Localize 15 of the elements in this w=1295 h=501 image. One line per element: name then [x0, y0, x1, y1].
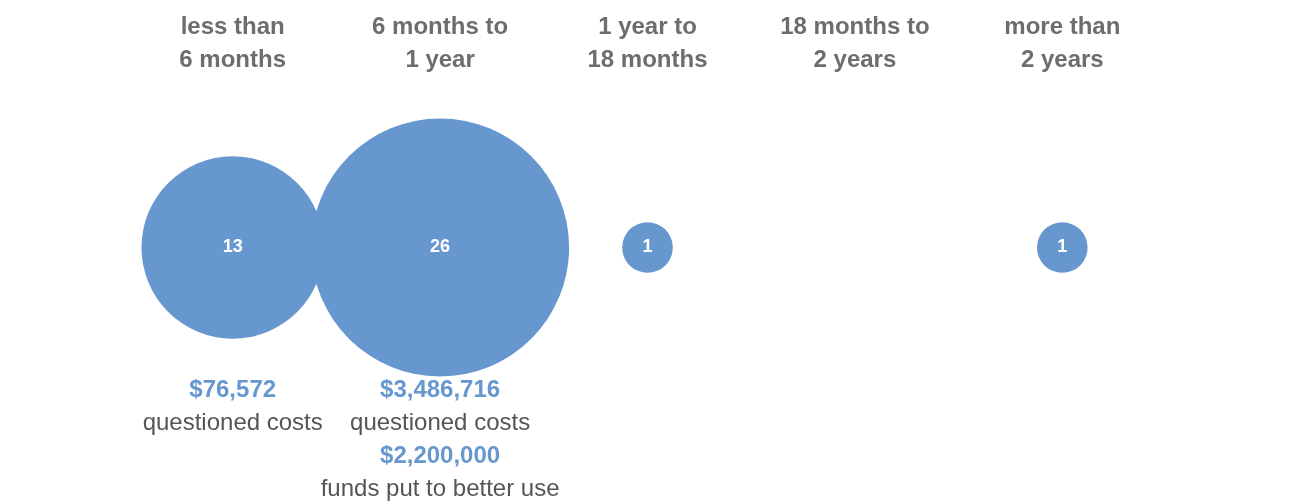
text: funds put to better use: [320, 473, 560, 501]
data-label: 1: [642, 236, 653, 257]
data-label: 13: [222, 236, 243, 257]
data-label: 26: [430, 236, 451, 257]
text: $2,200,000: [380, 440, 501, 468]
category-label: more than 2 years: [1004, 11, 1121, 72]
category-label: 1 year to 18 months: [587, 11, 708, 72]
text: questioned costs: [142, 407, 323, 435]
category-label: 6 months to 1 year: [372, 11, 509, 72]
category-label: less than 6 months: [179, 11, 287, 72]
text: questioned costs: [350, 407, 531, 435]
text: $3,486,716: [380, 374, 501, 402]
category-label: 18 months to 2 years: [780, 11, 930, 72]
text: $76,572: [189, 374, 277, 402]
data-label: 1: [1057, 236, 1068, 257]
